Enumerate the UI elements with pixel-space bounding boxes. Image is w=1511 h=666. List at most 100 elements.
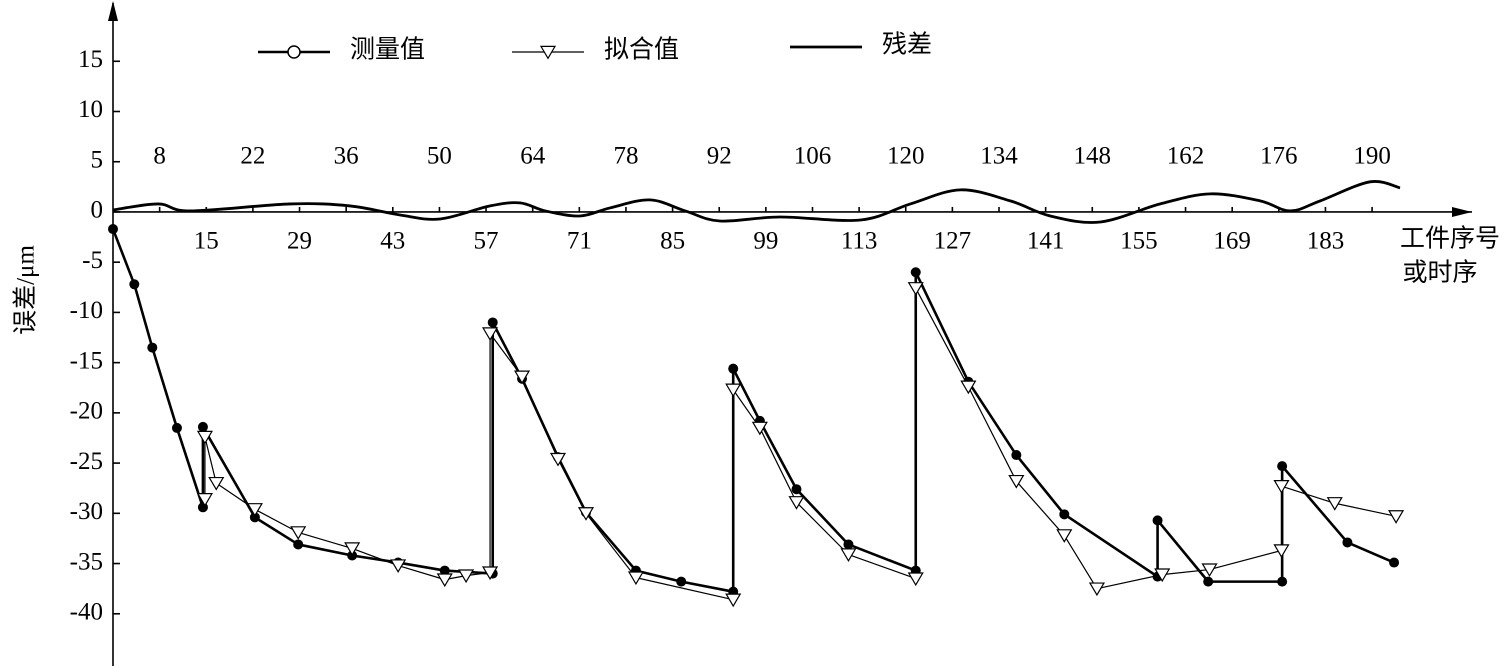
y-tick-label: -5: [82, 247, 103, 274]
legend-label: 测量值: [350, 36, 425, 64]
x-tick-label: 15: [194, 228, 219, 255]
y-tick-label: 0: [91, 197, 104, 224]
data-point: [577, 507, 595, 521]
data-point: [627, 571, 644, 586]
series-line: [112, 180, 1401, 224]
y-axis-arrow: [108, 1, 118, 21]
data-point: [1056, 529, 1073, 543]
data-point: [1277, 461, 1288, 472]
data-point: [1008, 474, 1025, 489]
y-tick-label: -10: [70, 297, 103, 324]
x-tick-label: 190: [1353, 143, 1391, 170]
data-point: [1277, 576, 1288, 587]
data-point: [458, 569, 475, 584]
data-point: [390, 559, 407, 574]
data-point: [436, 573, 453, 588]
y-axis-label: 误差/μm: [12, 245, 40, 335]
x-tick-label: 29: [287, 228, 312, 255]
x-tick-label: 183: [1307, 228, 1345, 255]
data-point: [249, 512, 260, 523]
data-point: [290, 526, 307, 540]
y-tick-label: -35: [70, 548, 103, 575]
data-point: [108, 224, 118, 235]
x-tick-label: 71: [567, 228, 592, 255]
data-point: [487, 317, 498, 328]
data-point: [129, 279, 140, 290]
x-tick-label: 8: [153, 143, 166, 170]
x-axis-arrow: [1452, 206, 1472, 217]
data-point: [439, 565, 450, 576]
data-point: [788, 496, 805, 510]
x-tick-label: 148: [1074, 143, 1112, 170]
data-point: [196, 430, 213, 445]
data-point: [1388, 510, 1405, 524]
y-tick-label: -40: [70, 599, 103, 626]
data-point: [910, 267, 921, 278]
x-tick-label: 78: [613, 143, 638, 170]
series-line: [111, 228, 1395, 593]
y-tick-label: 5: [91, 146, 104, 173]
x-tick-label: 134: [980, 143, 1018, 170]
data-point: [1011, 450, 1022, 461]
data-point: [1389, 557, 1400, 568]
data-point: [840, 548, 857, 562]
x-tick-label: 85: [660, 228, 685, 255]
x-tick-label: 113: [841, 228, 878, 255]
data-point: [1088, 582, 1105, 597]
data-point: [725, 383, 742, 398]
data-point: [513, 370, 531, 385]
data-point: [676, 576, 687, 587]
data-point: [1273, 479, 1290, 494]
x-tick-label: 50: [427, 143, 452, 170]
y-tick-label: -25: [70, 448, 103, 475]
data-point: [1273, 544, 1290, 558]
data-point: [1201, 563, 1218, 578]
data-point: [171, 422, 182, 433]
x-tick-label: 162: [1167, 143, 1205, 170]
x-tick-label: 22: [240, 143, 265, 170]
data-point: [1342, 537, 1353, 548]
data-point: [208, 476, 225, 491]
x-tick-label: 36: [334, 143, 359, 170]
data-point: [482, 327, 499, 341]
x-tick-label: 141: [1027, 228, 1065, 255]
y-tick-label: -30: [70, 498, 103, 525]
x-tick-label: 127: [934, 228, 972, 255]
x-tick-label: 155: [1120, 228, 1158, 255]
x-tick-label: 64: [520, 143, 546, 170]
x-tick-label: 120: [887, 143, 925, 170]
x-tick-label: 57: [474, 228, 499, 255]
legend-marker: [287, 45, 301, 59]
data-point: [1059, 509, 1070, 520]
data-point: [1326, 497, 1343, 511]
x-tick-label: 169: [1213, 228, 1251, 255]
legend-label: 残差: [882, 31, 932, 59]
legend-label: 拟合值: [604, 36, 679, 64]
data-point: [246, 503, 263, 517]
data-point: [344, 542, 361, 556]
x-tick-label: 99: [753, 228, 778, 255]
data-point: [960, 380, 977, 395]
series-line: [204, 287, 1397, 601]
data-point: [1154, 568, 1171, 583]
data-point: [1152, 515, 1163, 526]
data-point: [907, 282, 924, 296]
y-tick-label: -20: [70, 398, 103, 425]
y-tick-label: 10: [78, 96, 103, 123]
data-point: [196, 493, 213, 507]
y-tick-label: 15: [78, 46, 103, 73]
data-point: [791, 484, 802, 495]
data-point: [728, 363, 739, 374]
x-tick-label: 92: [707, 143, 732, 170]
data-point: [1203, 576, 1214, 587]
data-point: [147, 342, 158, 353]
data-point: [907, 572, 924, 587]
y-tick-label: -15: [70, 347, 103, 374]
data-point: [549, 452, 567, 467]
x-tick-label: 43: [380, 228, 405, 255]
data-point: [725, 593, 742, 608]
x-tick-label: 176: [1260, 143, 1298, 170]
data-point: [197, 421, 208, 432]
data-point: [293, 539, 304, 550]
